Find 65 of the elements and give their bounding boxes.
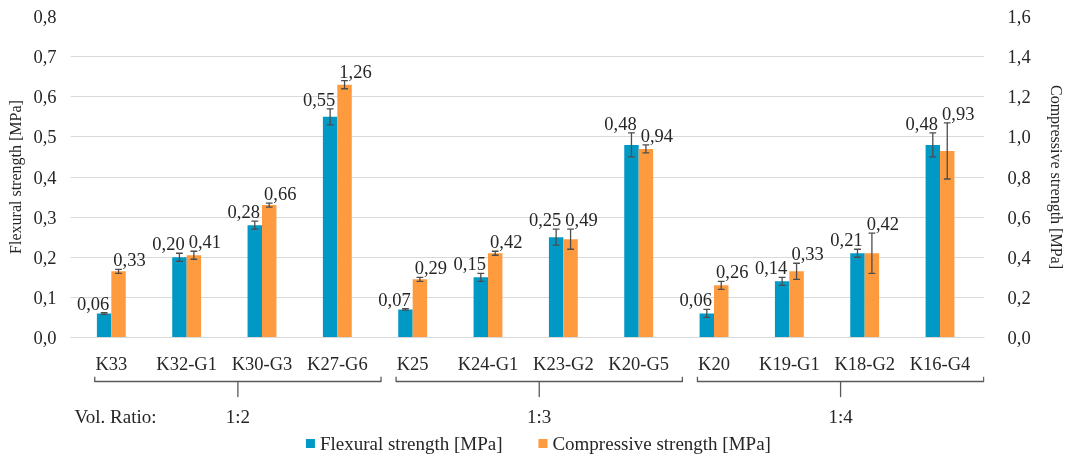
bar [111, 271, 126, 338]
x-tick-label: K33 [95, 353, 128, 374]
data-label: 0,06 [76, 293, 110, 314]
x-tick-label: K23-G2 [533, 353, 594, 374]
x-tick-label: K24-G1 [457, 353, 519, 374]
y2-tick-label: 0,4 [1007, 247, 1031, 268]
data-label: 0,28 [227, 202, 260, 223]
data-label: 0,55 [302, 89, 336, 110]
x-tick-label: K30-G3 [231, 353, 293, 374]
data-label: 0,06 [679, 290, 712, 311]
bar [412, 279, 428, 338]
y2-tick-label: 0,0 [1007, 328, 1031, 348]
data-label: 0,20 [152, 234, 185, 255]
data-label: 0,93 [942, 103, 975, 124]
bar [714, 285, 729, 338]
y2-tick-label: 1,4 [1007, 47, 1031, 68]
x-tick-label: K16-G4 [909, 353, 971, 374]
y2-tick-label: 1,6 [1007, 7, 1031, 27]
y-tick-label: 0,6 [33, 87, 57, 108]
y-tick-label: 0,4 [33, 167, 57, 188]
data-label: 0,15 [453, 254, 486, 275]
y2-tick-label: 1,0 [1007, 127, 1031, 148]
data-label: 0,25 [528, 210, 562, 231]
x-tick-label: K18-G2 [834, 353, 896, 374]
y2-tick-label: 1,2 [1007, 87, 1031, 108]
y-tick-label: 0,7 [33, 47, 57, 68]
y2-axis-title: Compressive strength [MPa] [1046, 85, 1065, 269]
text: Vol. Ratio: [74, 406, 157, 427]
y2-tick-label: 0,2 [1007, 287, 1031, 308]
y-tick-label: 0,3 [33, 207, 57, 228]
data-label: 0,94 [640, 125, 674, 146]
x-tick-label: K25 [396, 353, 429, 374]
y2-tick-label: 0,8 [1007, 167, 1031, 188]
x-tick-label: K20-G5 [608, 353, 670, 374]
data-label: 0,33 [791, 244, 824, 265]
y-tick-label: 0,1 [33, 287, 57, 308]
text: 1:2 [225, 406, 251, 427]
data-label: 0,48 [905, 113, 938, 134]
text: 1:3 [527, 406, 552, 427]
y-tick-label: 0,0 [33, 328, 57, 348]
data-label: 0,42 [490, 232, 523, 253]
x-tick-label: K27-G6 [307, 353, 368, 374]
data-label: 0,26 [716, 262, 749, 283]
y-tick-label: 0,5 [33, 127, 57, 148]
data-label: 0,29 [414, 258, 448, 279]
data-label: 0,42 [866, 214, 900, 235]
legend-label: Flexural strength [MPa] [319, 433, 503, 454]
data-label: 0,21 [830, 230, 863, 251]
text: 1:4 [828, 406, 854, 427]
data-label: 0,33 [113, 250, 146, 271]
x-tick-label: K20 [698, 353, 730, 374]
x-tick-label: K32-G1 [156, 353, 217, 374]
y-tick-label: 0,8 [33, 7, 57, 27]
y2-tick-label: 0,6 [1007, 207, 1031, 228]
data-label: 0,49 [565, 210, 598, 231]
data-label: 0,14 [754, 258, 788, 279]
legend-label: Compressive strength [MPa] [552, 433, 771, 454]
data-label: 0,66 [264, 184, 297, 205]
data-label: 0,41 [188, 232, 222, 253]
data-label: 1,26 [339, 61, 372, 82]
data-label: 0,48 [604, 113, 637, 134]
x-tick-label: K19-G1 [759, 353, 820, 374]
y-tick-label: 0,2 [33, 247, 57, 268]
y-axis-title: Flexural strength [MPa] [7, 100, 26, 254]
data-label: 0,07 [378, 289, 411, 310]
